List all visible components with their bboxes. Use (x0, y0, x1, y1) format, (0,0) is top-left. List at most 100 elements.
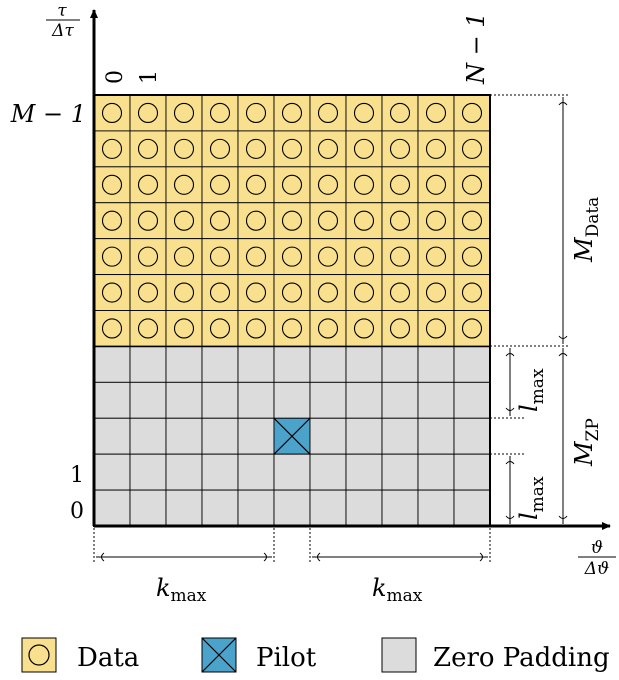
data-symbol-circle-icon (101, 138, 123, 159)
zero-padding-cell (417, 345, 455, 383)
data-cell (273, 238, 311, 276)
zero-padding-cell (93, 345, 131, 383)
l-max-upper-label: lmax (515, 368, 548, 412)
data-symbol-circle-icon (353, 318, 375, 339)
zero-padding-cell (93, 417, 131, 455)
k-max-left-label: kmax (156, 574, 207, 606)
legend-data-circle-icon (28, 644, 50, 666)
zero-padding-cell (453, 453, 491, 491)
zero-padding-cell (453, 381, 491, 419)
data-symbol-circle-icon (281, 210, 303, 231)
data-cell (129, 310, 167, 347)
legend-zero-padding-label: Zero Padding (433, 643, 610, 673)
data-cell (129, 94, 167, 132)
zero-padding-cell (93, 381, 131, 419)
data-symbol-circle-icon (173, 246, 195, 267)
data-symbol-circle-icon (317, 246, 339, 267)
data-cell (129, 274, 167, 311)
data-symbol-circle-icon (245, 138, 267, 159)
row-label-m-minus-1: M − 1 (10, 100, 86, 128)
data-cell (345, 166, 383, 204)
data-cell (93, 166, 131, 204)
data-cell (165, 238, 203, 276)
zero-padding-cell (309, 489, 347, 527)
data-symbol-circle-icon (137, 102, 159, 124)
data-symbol-circle-icon (209, 102, 231, 124)
zero-padding-cell (417, 453, 455, 491)
data-symbol-circle-icon (425, 138, 447, 159)
data-symbol-circle-icon (461, 282, 483, 303)
data-symbol-circle-icon (317, 318, 339, 339)
data-symbol-circle-icon (425, 282, 447, 303)
k-max-right-label: kmax (372, 574, 423, 606)
data-cell (309, 130, 347, 168)
data-symbol-circle-icon (389, 282, 411, 303)
bottom-dimension-guides (93, 528, 491, 562)
data-cell (453, 274, 491, 311)
data-cell (273, 310, 311, 347)
data-cell (237, 202, 275, 240)
x-axis-label-numerator: ϑ (591, 538, 603, 558)
zero-padding-cell (129, 453, 167, 491)
zero-padding-cell (453, 345, 491, 383)
data-symbol-circle-icon (101, 174, 123, 195)
data-cell (453, 94, 491, 132)
data-cell (381, 310, 419, 347)
data-cell (381, 166, 419, 204)
zero-padding-cell (165, 381, 203, 419)
zero-padding-cell (93, 489, 131, 527)
data-symbol-circle-icon (281, 102, 303, 124)
zero-padding-cell (201, 489, 239, 527)
m-data-label: MData (570, 197, 603, 263)
data-symbol-circle-icon (137, 174, 159, 195)
data-cell (417, 238, 455, 276)
data-symbol-circle-icon (389, 246, 411, 267)
zero-padding-cell (237, 489, 275, 527)
data-symbol-circle-icon (389, 318, 411, 339)
data-cell (453, 130, 491, 168)
zero-padding-cell (273, 345, 311, 383)
data-cell (345, 130, 383, 168)
zero-padding-cell (165, 345, 203, 383)
zero-padding-cell (345, 345, 383, 383)
data-symbol-circle-icon (353, 210, 375, 231)
data-cell (381, 274, 419, 311)
zero-padding-cell (345, 417, 383, 455)
data-cell (417, 202, 455, 240)
col-label-0: 0 (103, 70, 128, 84)
data-symbol-circle-icon (209, 210, 231, 231)
data-cell (345, 310, 383, 347)
data-symbol-circle-icon (461, 246, 483, 267)
zero-padding-cell (129, 381, 167, 419)
col-label-n-minus-1: N − 1 (462, 12, 490, 85)
data-symbol-circle-icon (209, 246, 231, 267)
right-dimension-guides (490, 94, 570, 527)
data-symbol-circle-icon (245, 318, 267, 339)
data-cell (93, 274, 131, 311)
zero-padding-cell (381, 417, 419, 455)
data-symbol-circle-icon (101, 282, 123, 303)
data-symbol-circle-icon (245, 246, 267, 267)
data-symbol-circle-icon (389, 138, 411, 159)
data-cell (129, 238, 167, 276)
data-symbol-circle-icon (281, 174, 303, 195)
data-cell (201, 94, 239, 132)
data-symbol-circle-icon (425, 174, 447, 195)
data-symbol-circle-icon (353, 174, 375, 195)
zero-padding-cell (129, 417, 167, 455)
zero-padding-cell (417, 489, 455, 527)
zero-padding-cell (237, 381, 275, 419)
data-symbol-circle-icon (209, 318, 231, 339)
data-cell (201, 274, 239, 311)
data-cell (453, 202, 491, 240)
zero-padding-cell (273, 381, 311, 419)
data-cell (345, 202, 383, 240)
data-cell (93, 202, 131, 240)
zero-padding-cell (417, 381, 455, 419)
data-cell (201, 130, 239, 168)
data-symbol-circle-icon (281, 246, 303, 267)
zero-padding-cell (165, 489, 203, 527)
pilot-cross-icon (273, 417, 311, 455)
data-cell (165, 166, 203, 204)
